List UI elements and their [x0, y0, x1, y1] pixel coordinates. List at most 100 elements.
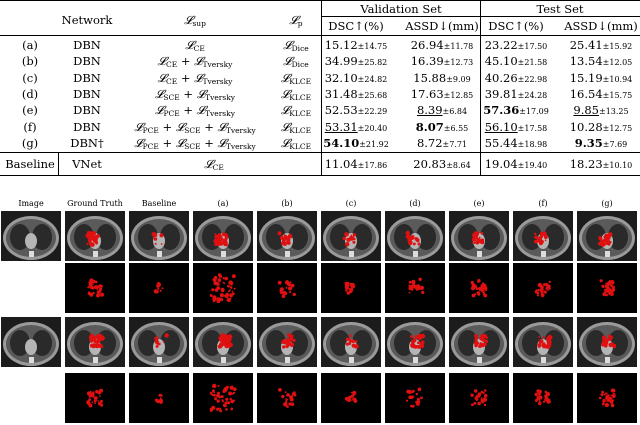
loss-symbol: 𝓛: [175, 135, 185, 150]
loss-subscript: KLCE: [289, 125, 312, 135]
baseline-val-dsc: 11.04±17.86: [325, 157, 388, 173]
segmentation-figure: Image Ground Truth Baseline (a) (b) (c) (d) (e)…: [0, 199, 640, 425]
row-network: DBN: [73, 38, 101, 52]
row-lp: 𝓛KLCE: [281, 120, 311, 138]
metric-std: ±18.98: [517, 139, 548, 149]
row-test-dsc: 55.44±18.98: [485, 136, 548, 152]
header-test-dsc: DSC↑(%): [488, 19, 544, 33]
header-lsup: 𝓛sup: [184, 13, 206, 31]
plus-sign: +: [158, 135, 176, 150]
segmentation-mask: [385, 263, 445, 313]
loss-symbol: 𝓛: [196, 86, 206, 101]
bottom-rule: [0, 175, 640, 176]
loss-subscript: KLCE: [289, 92, 312, 102]
metric-std: ±12.05: [602, 58, 633, 68]
loss-symbol: 𝓛: [196, 103, 206, 118]
row-test-assd: 13.54±12.05: [570, 54, 633, 70]
baseline-test-dsc-std: ±19.40: [517, 161, 548, 170]
loss-symbol: 𝓛: [280, 86, 290, 101]
row-val-dsc: 54.10±21.92: [323, 136, 389, 152]
metric-std: ±12.73: [443, 58, 474, 68]
loss-subscript: Tversky: [205, 109, 235, 119]
metric-std: ±21.92: [359, 139, 389, 149]
metric-std: ±15.75: [602, 90, 633, 100]
plus-sign: +: [179, 86, 197, 101]
loss-symbol: 𝓛: [134, 135, 143, 150]
row-val-assd: 8.72±7.71: [417, 136, 467, 152]
row-network: DBN: [73, 54, 101, 69]
ct-slice-image: [577, 211, 637, 261]
segmentation-mask: [193, 263, 253, 313]
metric-std: ±17.58: [517, 123, 548, 133]
metric-value: 34.99: [324, 54, 358, 69]
ct-slice-image: [577, 317, 637, 367]
row-test-dsc: 39.81±24.28: [485, 87, 548, 103]
baseline-rule: [0, 152, 640, 153]
baseline-val-assd-value: 20.83: [413, 157, 447, 171]
ct-slice-image: [385, 317, 445, 367]
row-network: DBN: [73, 103, 101, 118]
metric-std: ±17.09: [519, 107, 549, 117]
segmentation-mask: [385, 373, 445, 423]
loss-symbol: 𝓛: [280, 135, 290, 150]
row-val-dsc: 53.31±20.40: [325, 120, 388, 136]
loss-symbol: 𝓛: [280, 70, 290, 85]
loss-subscript: KLCE: [289, 109, 312, 119]
header-validation-set: Validation Set: [360, 2, 442, 16]
segmentation-mask: [129, 263, 189, 313]
baseline-val-assd: 20.83±8.64: [413, 157, 470, 173]
row-val-assd: 15.88±9.09: [413, 71, 470, 87]
baseline-val-dsc-std: ±17.86: [357, 161, 388, 170]
results-table: Network 𝓛sup 𝓛p Validation Set Test Set …: [0, 0, 640, 176]
metric-value: 57.36: [483, 103, 520, 118]
row-network: DBN: [73, 86, 101, 101]
metric-value: 56.10: [484, 119, 518, 134]
row-id: (a): [22, 38, 38, 52]
metric-value: 25.41: [569, 38, 603, 52]
header-lsup-symbol: 𝓛: [184, 13, 193, 27]
metric-std: ±10.94: [602, 74, 633, 84]
segmentation-mask: [257, 373, 317, 423]
row-val-assd: 8.07±6.55: [416, 120, 469, 136]
ct-slice-image: [513, 317, 573, 367]
metric-value: 9.35: [574, 135, 603, 150]
metric-value: 16.54: [569, 86, 603, 101]
ct-slice-image: [129, 317, 189, 367]
metric-value: 13.54: [569, 54, 603, 69]
metric-std: ±14.75: [357, 42, 388, 51]
row-lp: 𝓛Dice: [283, 38, 308, 56]
row-test-dsc: 56.10±17.58: [485, 120, 548, 136]
row-test-dsc: 23.22±17.50: [485, 38, 548, 54]
metric-std: ±20.40: [357, 123, 388, 133]
ct-slice-image: [193, 317, 253, 367]
ct-slice-image: [321, 317, 381, 367]
row-val-assd: 26.94±11.78: [411, 38, 474, 54]
loss-symbol: 𝓛: [280, 103, 290, 118]
metric-value: 8.07: [415, 119, 444, 134]
header-lp: 𝓛p: [289, 13, 302, 31]
segmentation-mask: [577, 263, 637, 313]
loss-symbol: 𝓛: [217, 119, 226, 134]
ct-slice-image: [513, 211, 573, 261]
column-header: (b): [281, 199, 293, 208]
row-test-assd: 16.54±15.75: [570, 87, 633, 103]
row-test-dsc: 40.26±22.98: [485, 71, 548, 87]
vertical-rule-1: [321, 0, 322, 176]
row-id: (d): [21, 86, 39, 101]
segmentation-mask: [65, 263, 125, 313]
loss-symbol: 𝓛: [283, 54, 292, 69]
baseline-lsup-symbol: 𝓛: [204, 157, 213, 171]
row-id: (g): [21, 135, 39, 150]
segmentation-mask: [129, 373, 189, 423]
metric-value: 54.10: [323, 135, 360, 150]
metric-std: ±17.50: [517, 42, 548, 51]
row-id: (e): [22, 103, 38, 118]
baseline-test-dsc: 19.04±19.40: [485, 157, 548, 173]
loss-subscript: SCE: [184, 141, 201, 151]
row-test-dsc: 45.10±21.58: [485, 54, 548, 70]
loss-subscript: PCE: [163, 109, 180, 119]
loss-symbol: 𝓛: [217, 135, 226, 150]
plus-sign: +: [200, 135, 218, 150]
baseline-test-assd-value: 18.23: [569, 157, 603, 171]
row-val-dsc: 31.48±25.68: [325, 87, 388, 103]
